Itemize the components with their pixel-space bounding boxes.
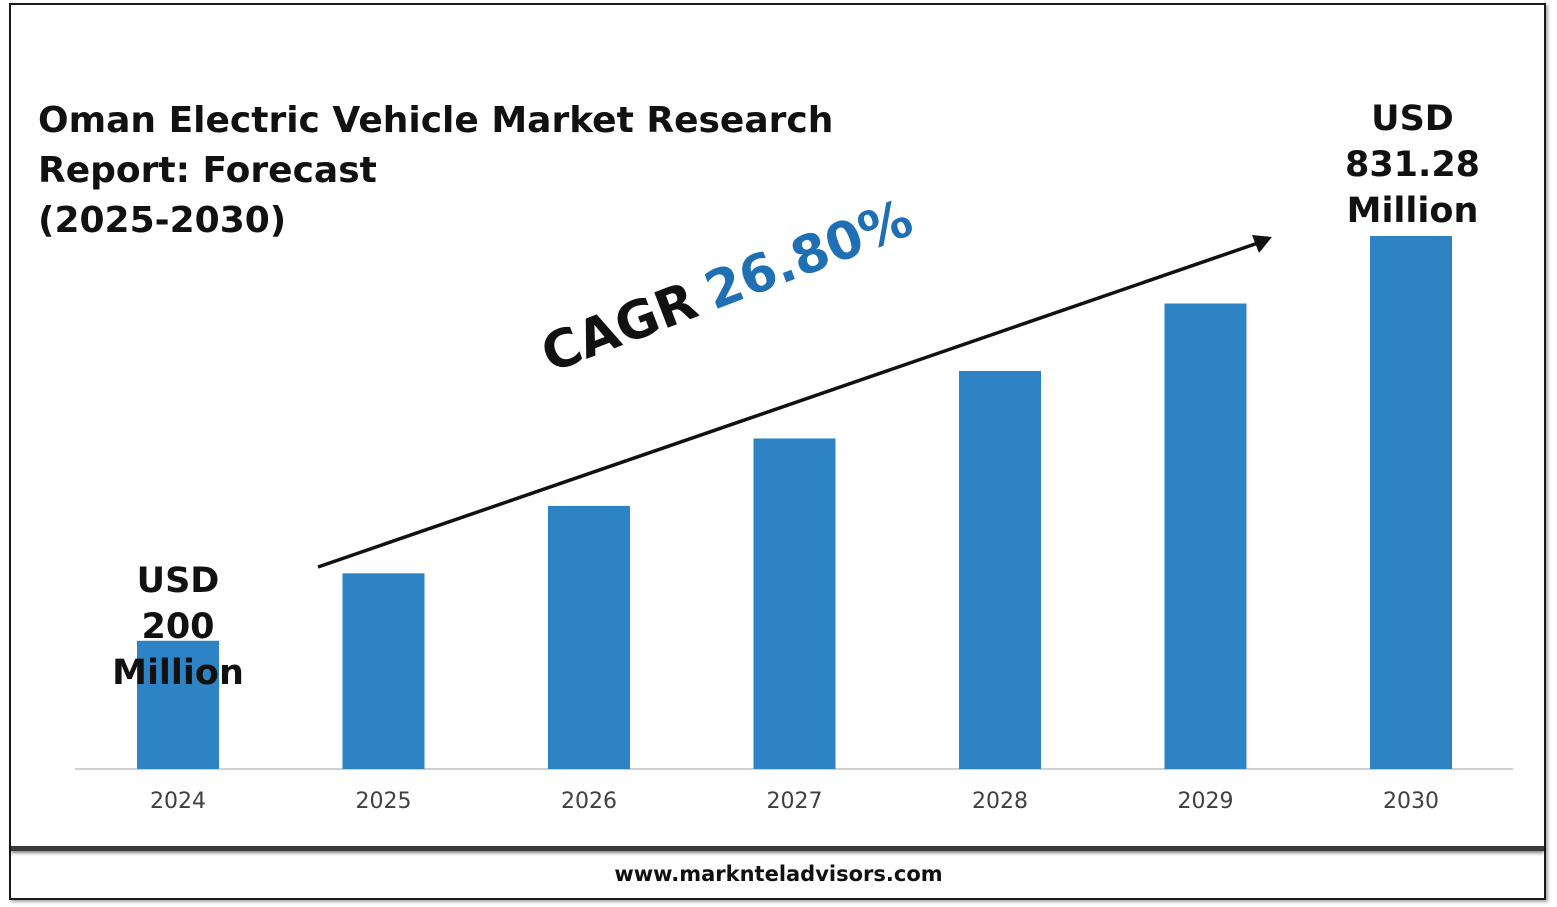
trend-arrow-line [317,241,1259,569]
start-callout-unit: Million [112,653,244,693]
end-callout-value: 831.28 [1344,145,1481,185]
x-tick-2024: 2024 [150,789,206,814]
trend-arrow-head [1252,235,1272,253]
title-line-1: Oman Electric Vehicle Market Research [38,100,834,141]
bar-2029 [1164,303,1247,769]
bar-2026 [548,505,630,769]
chart-title: Oman Electric Vehicle Market Research Re… [38,96,838,246]
chart-frame [9,3,1546,900]
start-value-callout: USD 200 Million [98,558,258,696]
bar-2027 [753,438,836,769]
title-line-2: Report: Forecast [38,150,377,191]
end-callout-unit: Million [1346,191,1479,231]
trend-arrow [317,235,1272,569]
x-tick-2029: 2029 [1178,789,1234,814]
title-line-3: (2025-2030) [38,200,287,241]
x-tick-2026: 2026 [561,789,617,814]
x-tick-labels: 2024 2025 2026 2027 2028 2029 2030 [150,789,1439,814]
x-tick-2030: 2030 [1383,789,1439,814]
x-tick-2025: 2025 [356,789,412,814]
start-callout-value: 200 [141,607,215,647]
bars-group [137,236,1452,769]
bar-2024 [137,640,219,769]
bar-2028 [959,370,1041,769]
x-tick-2027: 2027 [767,789,823,814]
footer-divider [11,846,1544,851]
end-callout-currency: USD [1371,99,1454,139]
end-value-callout: USD 831.28 Million [1330,96,1495,234]
footer-website[interactable]: www.marknteladvisors.com [614,862,943,886]
bar-2030 [1370,236,1452,769]
x-tick-2028: 2028 [972,789,1028,814]
bar-2025 [342,573,425,769]
start-callout-currency: USD [136,561,220,601]
